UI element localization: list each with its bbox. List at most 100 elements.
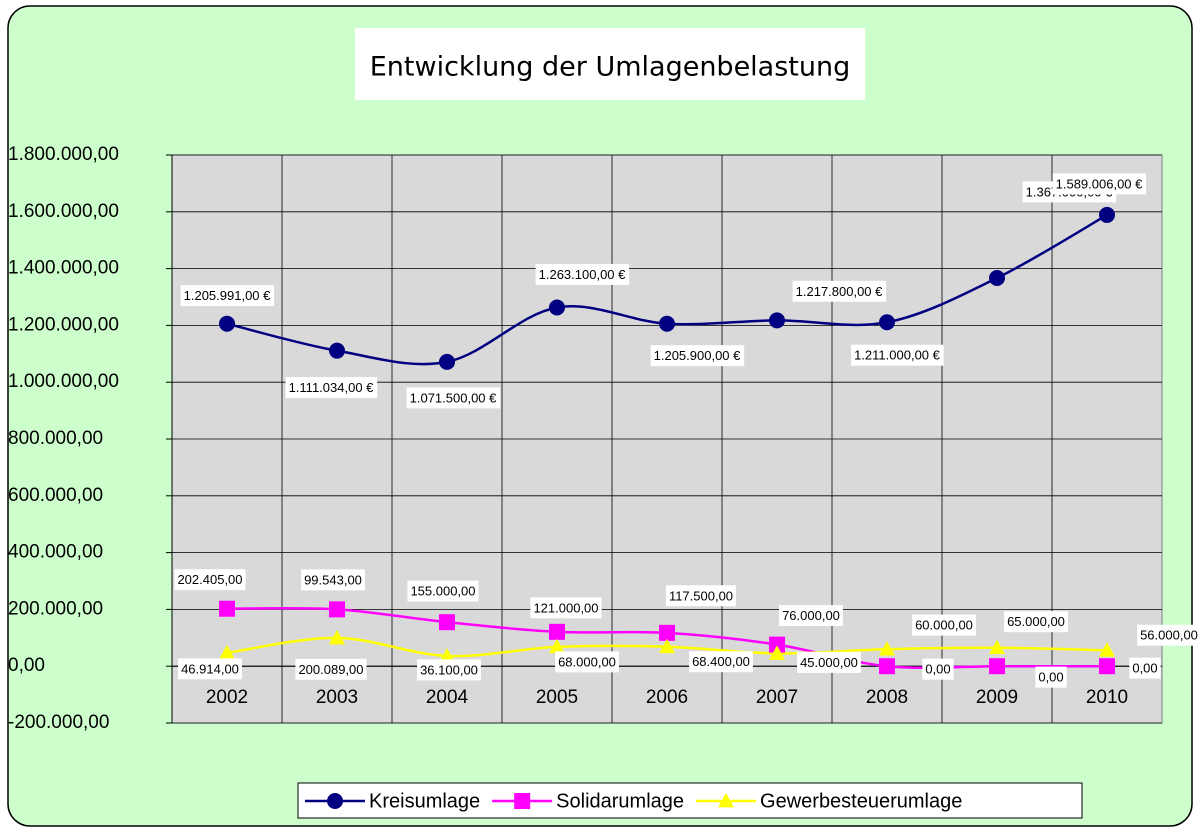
x-tick-label: 2008 xyxy=(866,687,908,708)
data-label: 46.914,00 xyxy=(181,661,239,676)
data-label: 76.000,00 xyxy=(782,608,840,623)
data-label-bg xyxy=(851,344,944,366)
y-tick-label: 1.400.000,00 xyxy=(8,258,119,279)
data-label-bg xyxy=(174,569,246,591)
legend-label: Solidarumlage xyxy=(556,790,684,812)
x-tick-label: 2002 xyxy=(206,687,248,708)
marker xyxy=(1099,658,1115,675)
data-label-bg xyxy=(912,614,976,636)
data-label: 117.500,00 xyxy=(669,588,733,603)
y-tick-label: 1.000.000,00 xyxy=(8,371,119,392)
marker xyxy=(439,353,455,370)
marker xyxy=(659,315,675,332)
title-box xyxy=(355,28,865,100)
data-label: 1.071.500,00 € xyxy=(410,390,498,405)
x-tick-label: 2005 xyxy=(536,687,578,708)
x-tick-label: 2007 xyxy=(756,687,798,708)
data-label-bg xyxy=(178,658,242,680)
marker xyxy=(769,645,785,660)
data-label-bg xyxy=(535,263,630,285)
marker xyxy=(879,314,895,331)
data-label: 1.263.100,00 € xyxy=(539,267,627,282)
data-label: 45.000,00 xyxy=(800,655,858,670)
marker xyxy=(769,636,785,653)
marker xyxy=(989,639,1005,655)
data-label: 1.589.006,00 € xyxy=(1056,176,1144,191)
data-label: 155.000,00 xyxy=(410,584,475,599)
data-label-bg xyxy=(1035,666,1067,688)
chart-title: Entwicklung der Umlagenbelastung xyxy=(370,52,851,83)
data-label: 1.111.034,00 € xyxy=(289,380,375,395)
y-tick-label: -200.000,00 xyxy=(8,712,109,733)
marker xyxy=(1099,642,1115,657)
data-label: 65.000,00 xyxy=(1007,614,1065,629)
marker xyxy=(769,312,785,329)
data-label: 0,00 xyxy=(1038,670,1063,685)
x-tick-label: 2006 xyxy=(646,687,688,708)
data-label-bg xyxy=(1137,624,1200,646)
data-label: 202.405,00 xyxy=(177,572,242,587)
data-label: 1.205.991,00 € xyxy=(184,288,272,303)
y-tick-label: 0,00 xyxy=(8,655,45,676)
data-label-bg xyxy=(922,658,954,680)
data-label-bg xyxy=(1004,611,1068,633)
y-tick-label: 800.000,00 xyxy=(8,428,103,449)
data-label-bg xyxy=(665,585,737,607)
legend-label: Gewerbesteuerumlage xyxy=(760,790,962,812)
marker xyxy=(549,299,565,316)
marker xyxy=(659,638,675,654)
y-tick-label: 400.000,00 xyxy=(8,542,103,563)
marker xyxy=(439,647,455,663)
marker xyxy=(659,624,675,641)
marker xyxy=(718,793,735,808)
y-tick-label: 1.800.000,00 xyxy=(8,144,119,165)
x-tick-label: 2010 xyxy=(1086,687,1128,708)
x-tick-label: 2004 xyxy=(426,687,469,708)
marker xyxy=(1099,206,1115,223)
data-label-bg xyxy=(301,569,365,591)
data-label: 121.000,00 xyxy=(533,600,598,615)
legend-label: Kreisumlage xyxy=(369,790,480,812)
data-label: 56.000,00 xyxy=(1140,628,1198,643)
data-label-bg xyxy=(417,659,481,681)
marker xyxy=(514,793,531,809)
x-tick-label: 2003 xyxy=(316,687,358,708)
marker xyxy=(879,658,895,675)
marker xyxy=(879,641,895,656)
marker xyxy=(327,793,343,809)
data-label-bg xyxy=(1052,173,1147,195)
data-label: 99.543,00 xyxy=(304,572,362,587)
data-label: 1.205.900,00 € xyxy=(654,348,742,363)
marker xyxy=(219,600,235,617)
data-label-bg xyxy=(406,387,501,409)
data-label-bg xyxy=(407,580,479,602)
data-label: 68.400,00 xyxy=(692,654,750,669)
marker xyxy=(329,601,345,618)
data-label-bg xyxy=(180,285,275,307)
data-label-bg xyxy=(555,651,619,673)
data-label: 200.089,00 xyxy=(298,662,363,677)
data-label: 0,00 xyxy=(925,662,950,677)
marker xyxy=(549,638,565,654)
y-tick-label: 1.600.000,00 xyxy=(8,201,119,222)
data-label-bg xyxy=(295,658,367,680)
marker xyxy=(329,629,345,645)
data-label: 68.000,00 xyxy=(558,654,616,669)
data-label: 60.000,00 xyxy=(915,618,973,633)
marker xyxy=(219,315,235,332)
data-label-bg xyxy=(779,605,843,627)
data-label-bg xyxy=(285,377,378,399)
y-tick-label: 1.200.000,00 xyxy=(8,314,119,335)
marker xyxy=(329,342,345,359)
marker xyxy=(439,614,455,631)
data-label: 1.211.000,00 € xyxy=(854,348,941,363)
marker xyxy=(989,658,1005,675)
data-label-bg xyxy=(689,651,753,673)
data-label-bg xyxy=(797,651,861,673)
marker xyxy=(219,644,235,660)
marker xyxy=(549,623,565,640)
y-tick-label: 600.000,00 xyxy=(8,485,103,506)
data-label: 0,00 xyxy=(1132,661,1157,676)
legend xyxy=(297,782,1083,819)
